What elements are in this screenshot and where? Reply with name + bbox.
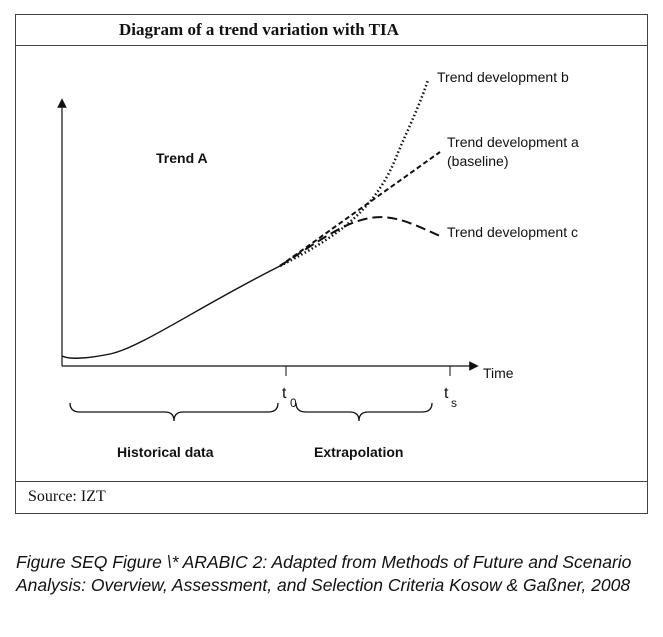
trend-development-a-label: Trend development a xyxy=(447,134,579,150)
time-axis-label: Time xyxy=(483,365,514,381)
historical-data-label: Historical data xyxy=(117,444,214,460)
figure-caption: Figure SEQ Figure \* ARABIC 2: Adapted f… xyxy=(16,552,632,595)
t0-subscript: 0 xyxy=(290,396,297,410)
trend-diagram: Trend A Trend development b Trend develo… xyxy=(57,69,579,460)
trend-development-b-line xyxy=(279,79,430,268)
diagram-title: Diagram of a trend variation with TIA xyxy=(16,15,647,46)
historical-data-brace xyxy=(69,402,279,422)
source-line: Source: IZT xyxy=(16,481,647,514)
diagram-frame: Diagram of a trend variation with TIA So… xyxy=(15,14,648,514)
ts-label: t xyxy=(444,385,449,402)
t0-label: t xyxy=(282,385,287,402)
extrapolation-brace xyxy=(295,402,433,422)
trend-development-a-line xyxy=(279,151,441,267)
trend-a-label: Trend A xyxy=(156,150,208,166)
historical-trend-line xyxy=(61,265,281,359)
diagram-title-text: Diagram of a trend variation with TIA xyxy=(119,20,399,39)
ts-subscript: s xyxy=(451,396,457,410)
trend-development-c-label: Trend development c xyxy=(447,224,578,240)
baseline-label: (baseline) xyxy=(447,153,508,169)
trend-development-b-label: Trend development b xyxy=(437,69,569,85)
source-text: Source: IZT xyxy=(28,488,106,505)
trend-development-c-line xyxy=(279,216,441,267)
extrapolation-label: Extrapolation xyxy=(314,444,403,460)
